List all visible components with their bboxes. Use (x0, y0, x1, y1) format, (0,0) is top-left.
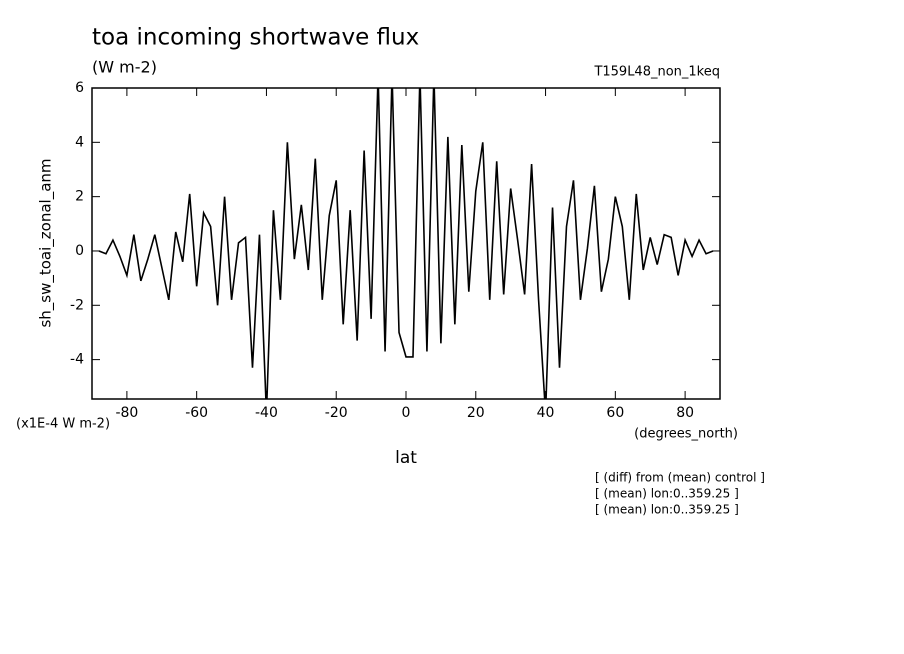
y-tick-label: 2 (75, 189, 84, 205)
chart-title: toa incoming shortwave flux (92, 25, 419, 51)
x-axis-label: lat (395, 448, 417, 468)
x-tick-label: -60 (185, 405, 208, 421)
x-tick-label: 60 (606, 405, 624, 421)
y-tick-label: -2 (70, 297, 84, 313)
x-tick-label: -40 (255, 405, 278, 421)
x-unit: (degrees_north) (634, 427, 738, 442)
x-tick-label: 40 (537, 405, 555, 421)
y-tick-label: 0 (75, 243, 84, 259)
annotation: [ (diff) from (mean) control ] (595, 471, 765, 485)
y-unit: (x1E-4 W m-2) (16, 417, 110, 432)
annotation: [ (mean) lon:0..359.25 ] (595, 503, 739, 517)
chart-subtitle: (W m-2) (92, 58, 157, 77)
y-tick-label: 4 (75, 134, 84, 150)
y-tick-label: -4 (70, 352, 84, 368)
x-tick-label: 20 (467, 405, 485, 421)
annotation: [ (mean) lon:0..359.25 ] (595, 487, 739, 501)
plot-frame (91, 87, 721, 400)
run-label: T159L48_non_1keq (593, 65, 720, 80)
data-line (98, 88, 714, 399)
x-tick-label: -20 (325, 405, 348, 421)
x-tick-label: 0 (402, 405, 411, 421)
x-tick-label: -80 (115, 405, 138, 421)
y-tick-label: 6 (75, 80, 84, 96)
y-axis-label: sh_sw_toai_zonal_anm (37, 158, 56, 327)
x-tick-label: 80 (676, 405, 694, 421)
